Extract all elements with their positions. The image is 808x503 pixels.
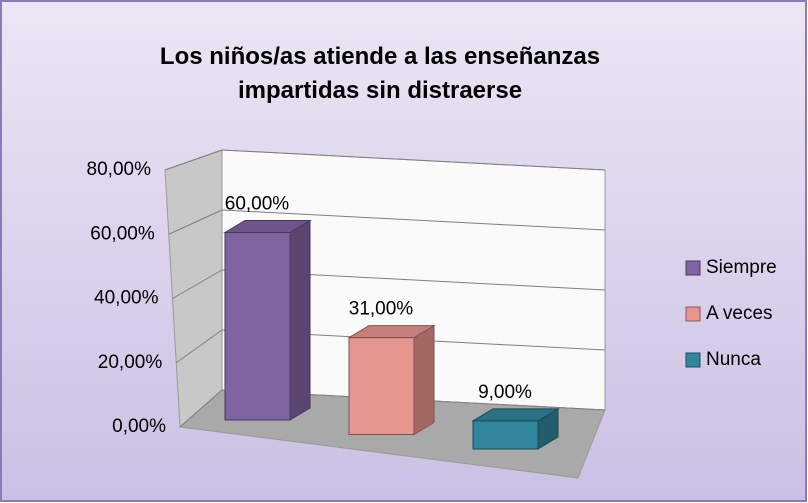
legend-label: Nunca	[706, 349, 761, 370]
grid-line	[221, 209, 606, 231]
bar-side	[289, 219, 311, 421]
legend-swatch	[685, 260, 701, 276]
legend-swatch	[685, 306, 701, 322]
y-tick-label: 20,00%	[98, 352, 163, 373]
bar	[348, 337, 415, 435]
grid-line	[221, 149, 606, 171]
y-tick-label: 60,00%	[90, 223, 155, 244]
grid-line	[172, 269, 223, 299]
value-label: 31,00%	[349, 299, 414, 320]
grid-line	[164, 149, 223, 171]
legend-label: A veces	[706, 303, 773, 324]
grid-line	[179, 389, 223, 428]
y-tick-label: 0,00%	[112, 416, 166, 437]
bars	[223, 219, 560, 450]
legend-swatch	[685, 352, 701, 368]
bar-side	[413, 324, 435, 436]
grid-line	[175, 329, 223, 364]
bar	[224, 232, 291, 421]
y-tick-label: 40,00%	[94, 288, 159, 309]
value-label: 60,00%	[225, 194, 290, 215]
chart-title: Los niños/as atiende a las enseñanzas im…	[159, 43, 601, 104]
legend-label: Siempre	[706, 257, 777, 278]
bar	[472, 420, 539, 450]
value-label: 9,00%	[478, 382, 532, 403]
grid-line	[168, 209, 223, 235]
y-tick-label: 80,00%	[87, 159, 152, 180]
